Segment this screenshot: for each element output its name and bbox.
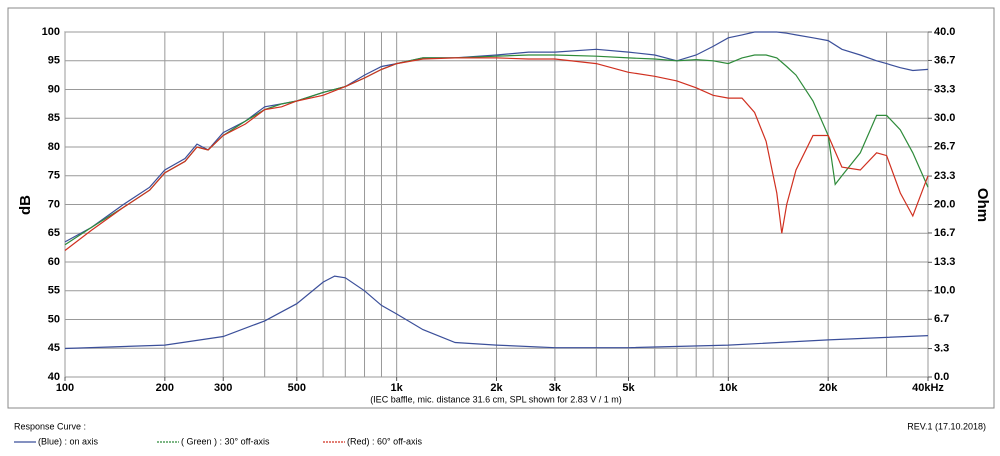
y-tick-label: 45 xyxy=(48,342,60,354)
series-line xyxy=(64,275,929,350)
y-axis-label: dB xyxy=(17,195,34,215)
y-tick-label: 50 xyxy=(48,313,60,325)
y2-tick-label: 13.3 xyxy=(934,256,955,268)
y2-tick-label: 3.3 xyxy=(934,342,949,354)
legend-label: ( Green ) : 30° off-axis xyxy=(181,436,270,446)
y2-tick-label: 40.0 xyxy=(934,26,955,38)
legend-title: Response Curve : xyxy=(14,421,86,431)
y2-tick-label: 30.0 xyxy=(934,112,955,124)
series-line xyxy=(64,57,929,251)
y2-tick-label: 36.7 xyxy=(934,54,955,66)
x-tick-label: 2k xyxy=(490,382,503,394)
y2-tick-label: 23.3 xyxy=(934,170,955,182)
y-tick-label: 85 xyxy=(48,112,60,124)
frame xyxy=(7,7,995,409)
y2-tick-label: 6.7 xyxy=(934,313,949,325)
y2-tick-label: 33.3 xyxy=(934,84,955,96)
y2-tick-label: 0.0 xyxy=(934,371,949,383)
y2-tick-label: 16.7 xyxy=(934,227,955,239)
series-line xyxy=(64,31,929,243)
x-tick-label: 5k xyxy=(622,382,635,394)
y-tick-label: 65 xyxy=(48,227,60,239)
x-tick-label: 10k xyxy=(719,382,738,394)
x-tick-label: 3k xyxy=(549,382,562,394)
x-tick-label: 200 xyxy=(156,382,174,394)
y-tick-label: 40 xyxy=(48,371,60,383)
y-tick-label: 100 xyxy=(42,26,60,38)
x-tick-label: 40kHz xyxy=(912,382,944,394)
revision: REV.1 (17.10.2018) xyxy=(907,421,986,431)
x-tick-label: 500 xyxy=(288,382,306,394)
y2-tick-label: 20.0 xyxy=(934,198,955,210)
y-tick-label: 90 xyxy=(48,83,60,95)
x-tick-label: 20k xyxy=(819,382,838,394)
x-tick-label: 1k xyxy=(391,382,404,394)
y2-axis-label: Ohm xyxy=(974,188,991,222)
x-tick-label: 100 xyxy=(56,382,74,394)
y2-tick-label: 26.7 xyxy=(934,141,955,153)
y-tick-label: 70 xyxy=(48,198,60,210)
x-tick-label: 300 xyxy=(214,382,232,394)
y-tick-label: 60 xyxy=(48,256,60,268)
y-tick-label: 55 xyxy=(48,285,60,297)
y2-tick-label: 10.0 xyxy=(934,285,955,297)
caption: (IEC baffle, mic. distance 31.6 cm, SPL … xyxy=(370,394,622,404)
y-tick-label: 95 xyxy=(48,55,60,67)
legend-label: (Blue) : on axis xyxy=(38,436,99,446)
legend-label: (Red) : 60° off-axis xyxy=(347,436,422,446)
y-tick-label: 80 xyxy=(48,141,60,153)
y-tick-label: 75 xyxy=(48,170,60,182)
